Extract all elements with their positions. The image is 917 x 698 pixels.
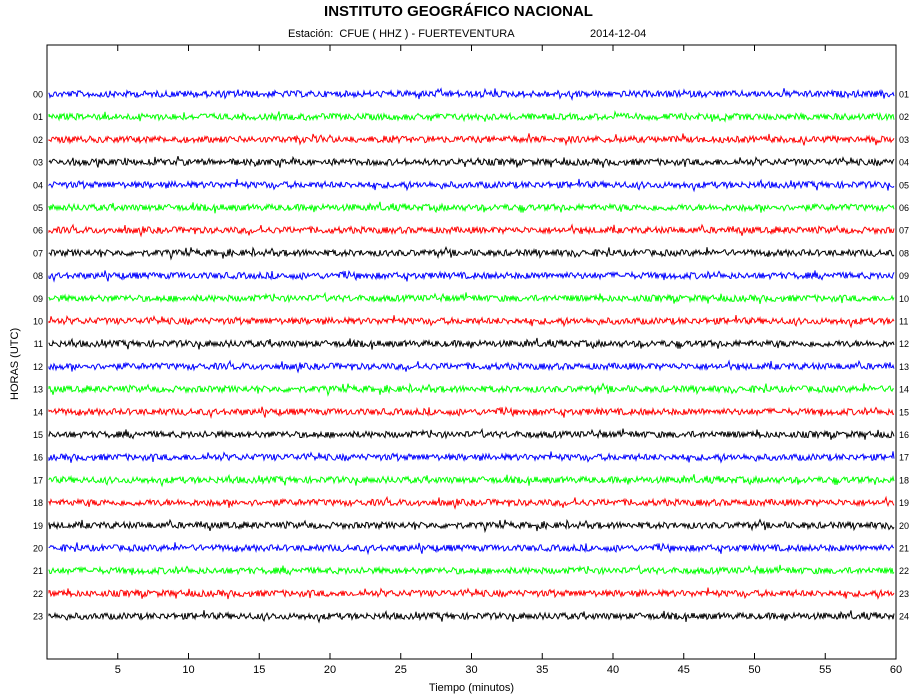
trace-22 [48, 587, 895, 600]
hour-label-left: 10 [33, 317, 43, 327]
trace-18 [48, 495, 895, 510]
trace-01 [48, 109, 895, 123]
hour-label-right: 22 [899, 566, 909, 576]
hour-label-right: 16 [899, 430, 909, 440]
chart-title: INSTITUTO GEOGRÁFICO NACIONAL [324, 3, 593, 20]
trace-16 [48, 451, 895, 464]
traces-group [48, 87, 895, 624]
hour-label-right: 15 [899, 407, 909, 417]
hour-label-right: 05 [899, 180, 909, 190]
hour-label-right: 02 [899, 112, 909, 122]
trace-00 [48, 87, 895, 102]
hour-label-right: 08 [899, 248, 909, 258]
trace-06 [48, 223, 895, 238]
axes-group: 00 01 01 02 02 03 03 04 04 05 05 06 06 07 07 08 08 09 09 10… [33, 45, 909, 676]
x-tick-label: 25 [395, 664, 407, 676]
hour-label-right: 24 [899, 612, 909, 622]
hour-label-left: 19 [33, 521, 43, 531]
trace-20 [48, 542, 895, 556]
hour-label-left: 09 [33, 294, 43, 304]
hour-label-right: 21 [899, 544, 909, 554]
hour-label-left: 00 [33, 90, 43, 100]
trace-21 [48, 564, 895, 576]
hour-label-left: 21 [33, 566, 43, 576]
trace-09 [48, 291, 895, 305]
hour-label-left: 06 [33, 226, 43, 236]
hour-label-right: 13 [899, 362, 909, 372]
hour-label-right: 18 [899, 475, 909, 485]
trace-15 [48, 427, 895, 440]
y-axis-label: HORAS (UTC) [9, 327, 21, 400]
station-label: Estación: [288, 28, 334, 40]
hour-label-left: 23 [33, 612, 43, 622]
station-name: CFUE ( HHZ ) - FUERTEVENTURA [339, 28, 515, 40]
hour-label-left: 07 [33, 248, 43, 258]
x-tick-label: 15 [253, 664, 265, 676]
hour-label-right: 14 [899, 385, 909, 395]
hour-label-right: 10 [899, 294, 909, 304]
hour-label-left: 04 [33, 180, 43, 190]
trace-03 [48, 155, 895, 168]
x-tick-label: 60 [890, 664, 902, 676]
hour-label-right: 17 [899, 453, 909, 463]
hour-label-left: 11 [34, 339, 43, 349]
hour-label-right: 03 [899, 135, 909, 145]
hour-label-right: 07 [899, 226, 909, 236]
x-tick-label: 5 [115, 664, 121, 676]
hour-label-left: 13 [33, 385, 43, 395]
hour-label-left: 02 [33, 135, 43, 145]
trace-07 [48, 246, 895, 261]
trace-23 [48, 610, 895, 624]
hour-label-left: 01 [33, 112, 43, 122]
trace-08 [48, 269, 895, 283]
trace-14 [48, 406, 895, 419]
x-tick-label: 55 [819, 664, 831, 676]
x-tick-label: 50 [748, 664, 760, 676]
hour-label-right: 19 [899, 498, 909, 508]
hour-label-right: 04 [899, 158, 909, 168]
hour-label-left: 22 [33, 589, 43, 599]
hour-label-left: 08 [33, 271, 43, 281]
trace-02 [48, 133, 895, 147]
x-tick-label: 20 [324, 664, 336, 676]
hour-label-left: 05 [33, 203, 43, 213]
trace-04 [48, 178, 895, 193]
hour-label-right: 06 [899, 203, 909, 213]
hour-label-left: 12 [33, 362, 43, 372]
hour-label-right: 01 [899, 90, 909, 100]
x-tick-label: 10 [182, 664, 194, 676]
trace-19 [48, 518, 895, 534]
x-axis-label: Tiempo (minutos) [428, 682, 515, 694]
hour-label-right: 09 [899, 271, 909, 281]
hour-label-left: 14 [33, 407, 43, 417]
hour-label-left: 15 [33, 430, 43, 440]
hour-label-left: 18 [33, 498, 43, 508]
hour-label-left: 20 [33, 544, 43, 554]
hour-label-right: 12 [899, 339, 909, 349]
trace-11 [48, 337, 895, 350]
hour-label-left: 17 [33, 475, 43, 485]
trace-13 [48, 382, 895, 397]
x-tick-label: 30 [465, 664, 477, 676]
trace-05 [48, 201, 895, 214]
chart-date: 2014-12-04 [590, 28, 647, 40]
trace-12 [48, 359, 895, 374]
hour-label-right: 11 [899, 317, 908, 327]
trace-10 [48, 315, 895, 329]
hour-label-left: 03 [33, 158, 43, 168]
hour-label-right: 20 [899, 521, 909, 531]
x-tick-label: 45 [678, 664, 690, 676]
chart-subtitle: Estación: CFUE ( HHZ ) - FUERTEVENTURA [288, 28, 515, 40]
x-tick-label: 35 [536, 664, 548, 676]
hour-label-left: 16 [33, 453, 43, 463]
x-tick-label: 40 [607, 664, 619, 676]
hour-label-right: 23 [899, 589, 909, 599]
trace-17 [48, 473, 895, 488]
